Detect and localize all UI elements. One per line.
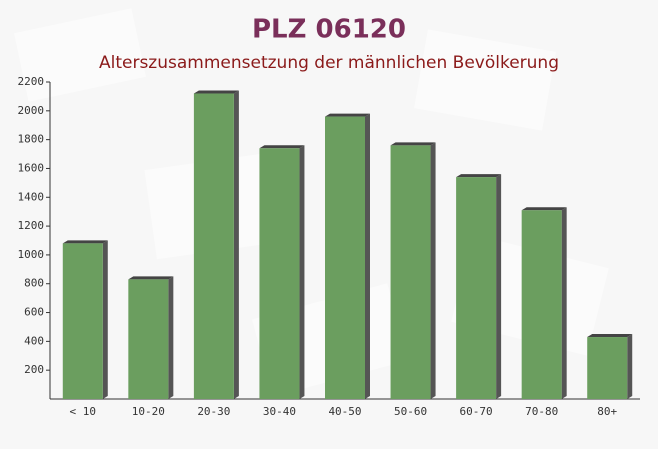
x-tick-label: 10-20 [132, 405, 165, 418]
bar-shadow [456, 174, 502, 178]
bar [456, 177, 497, 399]
bar-shadow [496, 174, 502, 399]
bar-shadow [259, 145, 305, 149]
bar-shadow [193, 90, 239, 94]
x-tick-label: 50-60 [394, 405, 427, 418]
bar-shadow [430, 142, 436, 399]
y-tick-label: 2200 [18, 75, 45, 88]
bar [193, 93, 234, 399]
bar-shadow [128, 276, 174, 280]
chart-title: PLZ 06120 [252, 15, 406, 45]
y-tick-label: 200 [24, 363, 44, 376]
x-tick-label: 60-70 [460, 405, 493, 418]
bar-shadow [627, 334, 633, 399]
bar [587, 337, 628, 399]
x-tick-label: 20-30 [197, 405, 230, 418]
bar [390, 145, 431, 399]
x-tick-label: < 10 [70, 405, 97, 418]
y-tick-label: 800 [24, 277, 44, 290]
bar-shadow [233, 90, 239, 399]
y-tick-label: 600 [24, 306, 44, 319]
bar-shadow [325, 113, 370, 117]
bar [521, 210, 562, 399]
bar [128, 279, 169, 399]
y-tick-label: 1200 [18, 219, 45, 232]
y-tick-label: 2000 [18, 104, 45, 117]
bar-shadow [390, 142, 436, 146]
x-tick-label: 40-50 [328, 405, 361, 418]
x-tick-label: 70-80 [525, 405, 558, 418]
y-tick-label: 400 [24, 334, 44, 347]
bar-shadow [521, 207, 567, 211]
y-tick-label: 1600 [18, 161, 45, 174]
bar-shadow [365, 113, 370, 399]
bar-shadow [561, 207, 567, 399]
bar-shadow [587, 334, 633, 338]
bar [62, 243, 103, 399]
bar [325, 116, 365, 399]
bar-shadow [299, 145, 305, 399]
bar-shadow [62, 240, 108, 244]
bar-shadow [168, 276, 174, 399]
y-tick-label: 1800 [18, 133, 45, 146]
bar [259, 148, 300, 399]
x-tick-label: 80+ [597, 405, 617, 418]
y-tick-label: 1000 [18, 248, 45, 261]
x-tick-label: 30-40 [263, 405, 296, 418]
chart-subtitle: Alterszusammensetzung der männlichen Bev… [99, 53, 559, 73]
bar-shadow [102, 240, 108, 399]
y-tick-label: 1400 [18, 190, 45, 203]
